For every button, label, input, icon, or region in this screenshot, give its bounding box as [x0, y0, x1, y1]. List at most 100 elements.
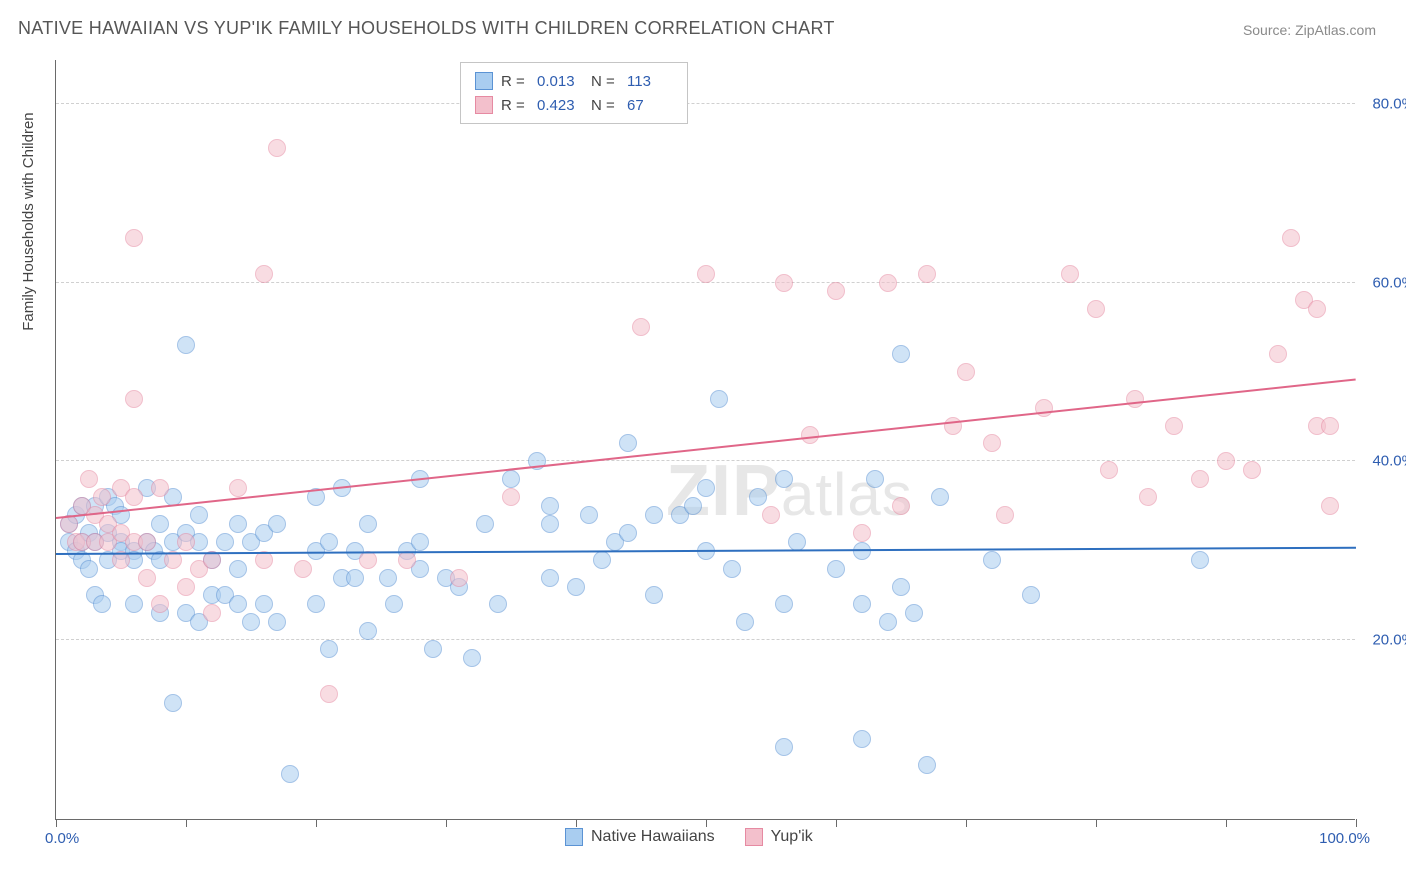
point-series1	[80, 560, 98, 578]
point-series2	[125, 488, 143, 506]
legend-row-series2: R = 0.423 N = 67	[475, 93, 673, 117]
x-tick	[56, 819, 57, 827]
swatch-series1	[565, 828, 583, 846]
r-value-series2: 0.423	[537, 97, 583, 114]
point-series1	[788, 533, 806, 551]
point-series1	[892, 578, 910, 596]
point-series1	[177, 336, 195, 354]
y-tick-label: 60.0%	[1372, 274, 1406, 291]
point-series1	[359, 515, 377, 533]
point-series2	[1217, 452, 1235, 470]
point-series2	[255, 265, 273, 283]
point-series2	[268, 139, 286, 157]
swatch-series2	[475, 96, 493, 114]
scatter-plot-area: ZIPatlas 20.0%40.0%60.0%80.0%	[55, 60, 1355, 820]
x-tick	[576, 819, 577, 827]
point-series1	[346, 569, 364, 587]
point-series1	[320, 533, 338, 551]
point-series1	[918, 756, 936, 774]
x-tick	[1096, 819, 1097, 827]
n-label: N =	[591, 97, 619, 114]
swatch-series1	[475, 72, 493, 90]
point-series1	[359, 622, 377, 640]
x-min-label: 0.0%	[45, 830, 79, 847]
point-series1	[619, 434, 637, 452]
source-label: Source:	[1243, 22, 1295, 38]
point-series1	[1022, 586, 1040, 604]
point-series1	[580, 506, 598, 524]
point-series1	[307, 595, 325, 613]
point-series2	[957, 363, 975, 381]
point-series2	[1321, 497, 1339, 515]
series2-label: Yup'ik	[771, 828, 813, 846]
r-label: R =	[501, 73, 529, 90]
x-tick	[1356, 819, 1357, 827]
point-series1	[411, 533, 429, 551]
point-series1	[151, 515, 169, 533]
point-series1	[242, 613, 260, 631]
x-tick	[706, 819, 707, 827]
y-axis-title: Family Households with Children	[20, 112, 37, 330]
point-series2	[918, 265, 936, 283]
point-series1	[190, 506, 208, 524]
point-series2	[762, 506, 780, 524]
r-value-series1: 0.013	[537, 73, 583, 90]
point-series1	[93, 595, 111, 613]
point-series2	[138, 569, 156, 587]
source-link[interactable]: ZipAtlas.com	[1295, 22, 1376, 38]
legend-item-series2: Yup'ik	[745, 828, 813, 846]
point-series1	[645, 506, 663, 524]
point-series1	[1191, 551, 1209, 569]
point-series2	[801, 426, 819, 444]
point-series2	[398, 551, 416, 569]
r-label: R =	[501, 97, 529, 114]
point-series1	[697, 479, 715, 497]
point-series2	[80, 470, 98, 488]
point-series1	[892, 345, 910, 363]
point-series1	[268, 613, 286, 631]
point-series2	[1061, 265, 1079, 283]
point-series2	[697, 265, 715, 283]
point-series1	[541, 515, 559, 533]
point-series1	[645, 586, 663, 604]
gridline	[56, 639, 1355, 640]
correlation-legend: R = 0.013 N = 113 R = 0.423 N = 67	[460, 62, 688, 124]
point-series1	[424, 640, 442, 658]
point-series1	[125, 595, 143, 613]
point-series2	[93, 488, 111, 506]
point-series2	[125, 390, 143, 408]
y-tick-label: 80.0%	[1372, 95, 1406, 112]
point-series1	[905, 604, 923, 622]
point-series1	[463, 649, 481, 667]
point-series1	[164, 694, 182, 712]
point-series1	[931, 488, 949, 506]
point-series1	[502, 470, 520, 488]
point-series1	[229, 560, 247, 578]
point-series2	[450, 569, 468, 587]
point-series1	[853, 730, 871, 748]
point-series1	[489, 595, 507, 613]
point-series1	[684, 497, 702, 515]
source-attribution: Source: ZipAtlas.com	[1243, 22, 1376, 38]
chart-title: NATIVE HAWAIIAN VS YUP'IK FAMILY HOUSEHO…	[18, 18, 835, 39]
point-series1	[216, 533, 234, 551]
point-series1	[567, 578, 585, 596]
point-series1	[593, 551, 611, 569]
y-tick-label: 20.0%	[1372, 632, 1406, 649]
x-tick	[966, 819, 967, 827]
x-max-label: 100.0%	[1319, 830, 1370, 847]
point-series2	[177, 578, 195, 596]
point-series1	[385, 595, 403, 613]
point-series1	[866, 470, 884, 488]
x-tick	[836, 819, 837, 827]
point-series1	[827, 560, 845, 578]
x-tick	[316, 819, 317, 827]
point-series1	[983, 551, 1001, 569]
point-series1	[320, 640, 338, 658]
point-series2	[151, 595, 169, 613]
point-series2	[1139, 488, 1157, 506]
n-value-series1: 113	[627, 73, 673, 90]
point-series2	[892, 497, 910, 515]
point-series1	[476, 515, 494, 533]
point-series2	[125, 229, 143, 247]
